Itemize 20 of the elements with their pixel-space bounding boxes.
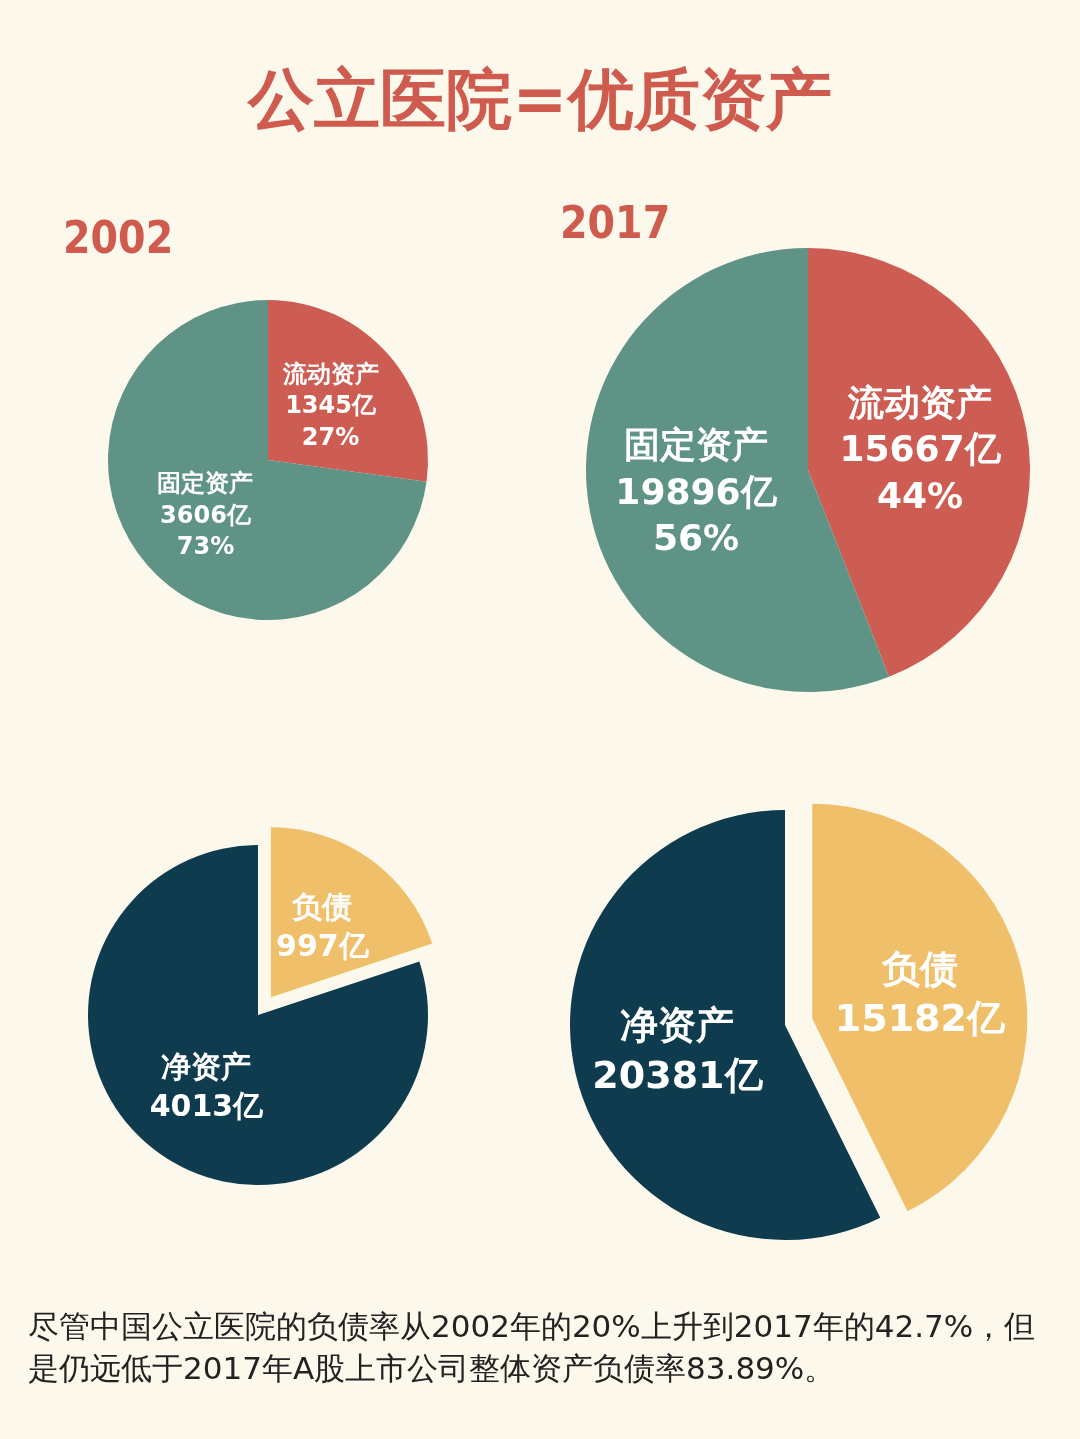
slice-label: 固定资产 bbox=[623, 423, 768, 465]
data-label: 20381亿 bbox=[592, 1052, 764, 1097]
data-label: 19896亿 56% bbox=[615, 470, 778, 559]
chart-title: 2017 bbox=[560, 196, 671, 248]
data-label: 1345亿 27% bbox=[285, 391, 377, 451]
data-label: 4013亿 bbox=[149, 1088, 265, 1124]
slice-label: 固定资产 bbox=[157, 469, 254, 498]
data-label: 997亿 bbox=[276, 927, 370, 963]
chart-title: 2002 bbox=[63, 211, 174, 263]
text: 尽管中国公立医院的负债率从2002年的20%上升到2017年的42.7%，但是仍远低于2017年A股上市公司整体资产负债率83.89%。 bbox=[28, 1307, 1037, 1388]
slice-label: 负债 bbox=[880, 946, 958, 991]
slice-label: 净资产 bbox=[620, 1003, 735, 1048]
slice-label: 净资产 bbox=[161, 1049, 252, 1085]
data-label: 15667亿 44% bbox=[839, 428, 1002, 517]
slice-label: 流动资产 bbox=[281, 360, 379, 389]
text: 公立医院=优质资产 bbox=[246, 60, 833, 140]
data-label: 15182亿 bbox=[834, 996, 1006, 1041]
data-label: 3606亿 73% bbox=[160, 500, 252, 560]
slice-label: 流动资产 bbox=[847, 381, 993, 423]
slice-label: 负债 bbox=[291, 888, 353, 924]
